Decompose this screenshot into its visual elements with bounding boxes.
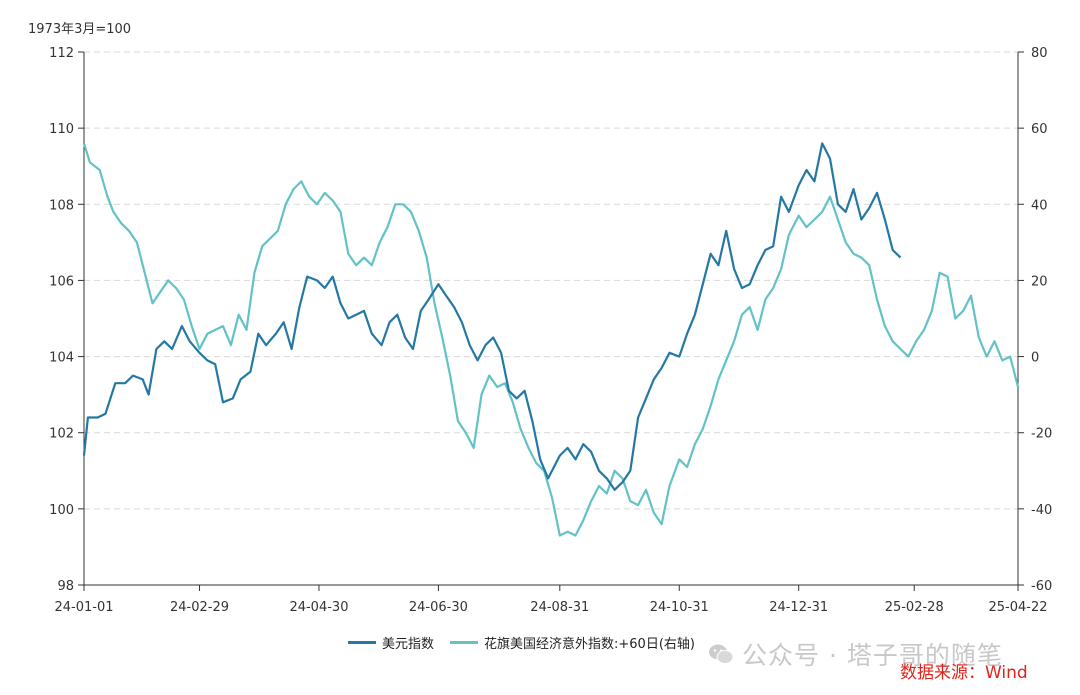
left-tick-label: 104 — [49, 351, 74, 366]
watermark-text: 公众号 · 塔子哥的随笔 — [742, 641, 1003, 670]
right-tick-label: 40 — [1031, 198, 1048, 213]
series-line-usd — [82, 142, 902, 491]
right-tick-label: -60 — [1031, 579, 1052, 594]
source-label: 数据来源：Wind — [900, 663, 1028, 683]
left-tick-label: 106 — [49, 274, 74, 289]
x-tick-label: 24-02-29 — [170, 600, 229, 615]
x-tick-label: 24-06-30 — [409, 600, 468, 615]
x-tick-label: 25-04-22 — [988, 600, 1047, 615]
axes: 98 100 102 104 106 108 110 112 -60 -40 -20 0 20 40 60 8… — [49, 46, 1052, 615]
series-lines — [82, 142, 1020, 537]
x-tick-label: 24-01-01 — [54, 600, 113, 615]
legend-label-usd: 美元指数 — [382, 636, 435, 652]
right-tick-label: 0 — [1031, 351, 1039, 366]
gridlines — [84, 51, 1018, 510]
watermark: 公众号 · 塔子哥的随笔 — [708, 636, 1003, 672]
left-axis-unit-label: 1973年3月=100 — [28, 22, 132, 37]
x-tick-label: 24-10-31 — [650, 600, 709, 615]
left-tick-label: 102 — [49, 427, 74, 442]
x-tick-label: 25-02-28 — [885, 600, 944, 615]
left-tick-label: 108 — [49, 198, 74, 213]
legend-swatch-usd — [348, 640, 376, 644]
left-tick-label: 98 — [57, 579, 74, 594]
legend-swatch-citi — [450, 640, 479, 644]
wechat-icon — [709, 644, 734, 664]
x-tick-label: 24-12-31 — [769, 600, 828, 615]
right-tick-label: -20 — [1031, 427, 1052, 442]
x-tick-label: 24-04-30 — [289, 600, 348, 615]
right-tick-label: -40 — [1031, 503, 1052, 518]
legend: 美元指数 花旗美国经济意外指数:+60日(右轴) — [348, 632, 711, 652]
series-line-citi — [82, 143, 1020, 537]
legend-item-usd: 美元指数 — [348, 633, 434, 652]
right-tick-label: 20 — [1031, 274, 1048, 289]
left-tick-label: 110 — [49, 122, 74, 137]
legend-label-citi: 花旗美国经济意外指数:+60日(右轴) — [484, 636, 695, 652]
left-tick-label: 100 — [49, 503, 74, 518]
x-tick-label: 24-08-31 — [530, 600, 589, 615]
right-tick-label: 80 — [1031, 46, 1048, 61]
right-tick-label: 60 — [1031, 122, 1048, 137]
legend-item-citi: 花旗美国经济意外指数:+60日(右轴) — [450, 633, 695, 652]
left-tick-label: 112 — [49, 46, 74, 61]
